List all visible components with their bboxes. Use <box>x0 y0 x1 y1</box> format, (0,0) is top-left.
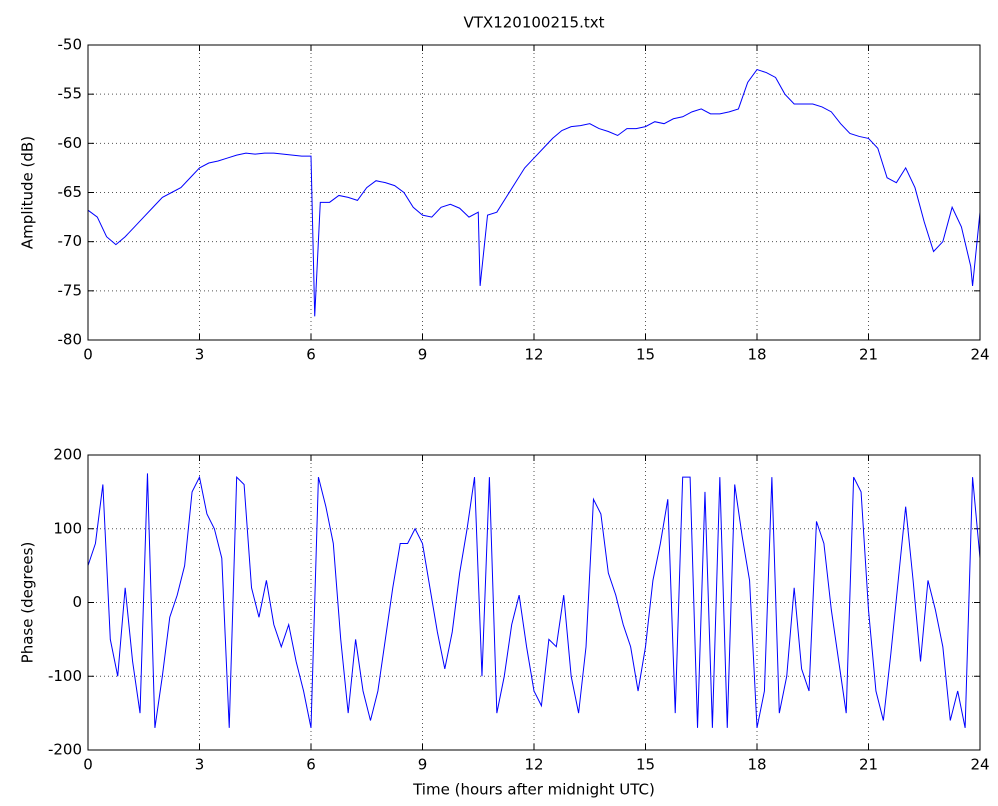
x-tick-label: 3 <box>195 756 205 774</box>
x-tick-label: 24 <box>970 346 989 364</box>
y-tick-label: -50 <box>58 36 83 54</box>
x-tick-label: 9 <box>418 346 428 364</box>
y-tick-label: 0 <box>72 593 82 611</box>
x-tick-label: 6 <box>306 346 316 364</box>
y-tick-label: -200 <box>48 741 82 759</box>
x-axis-label: Time (hours after midnight UTC) <box>412 781 655 799</box>
y-tick-label: -70 <box>58 232 83 250</box>
x-tick-label: 6 <box>306 756 316 774</box>
y-tick-label: 100 <box>53 519 82 537</box>
x-tick-label: 18 <box>747 346 766 364</box>
axes-frame <box>87 454 981 751</box>
axes-frame <box>87 44 981 341</box>
x-tick-label: 21 <box>859 346 878 364</box>
x-tick-label: 9 <box>418 756 428 774</box>
x-tick-label: 12 <box>524 756 543 774</box>
x-tick-label: 18 <box>747 756 766 774</box>
y-axis-label: Phase (degrees) <box>19 542 37 664</box>
x-tick-label: 15 <box>636 756 655 774</box>
y-tick-label: 200 <box>53 446 82 464</box>
x-tick-label: 15 <box>636 346 655 364</box>
chart-title: VTX120100215.txt <box>464 14 605 32</box>
y-tick-label: -75 <box>58 281 83 299</box>
y-tick-label: -55 <box>58 85 83 103</box>
data-line <box>87 473 981 728</box>
y-tick-label: -100 <box>48 667 82 685</box>
y-tick-label: -60 <box>58 134 83 152</box>
x-tick-label: 0 <box>83 756 93 774</box>
x-tick-label: 0 <box>83 346 93 364</box>
x-tick-label: 3 <box>195 346 205 364</box>
y-tick-label: -80 <box>58 331 83 349</box>
x-tick-label: 12 <box>524 346 543 364</box>
data-line <box>87 68 981 317</box>
x-tick-label: 21 <box>859 756 878 774</box>
y-axis-label: Amplitude (dB) <box>19 136 37 249</box>
x-tick-label: 24 <box>970 756 989 774</box>
y-tick-label: -65 <box>58 183 83 201</box>
